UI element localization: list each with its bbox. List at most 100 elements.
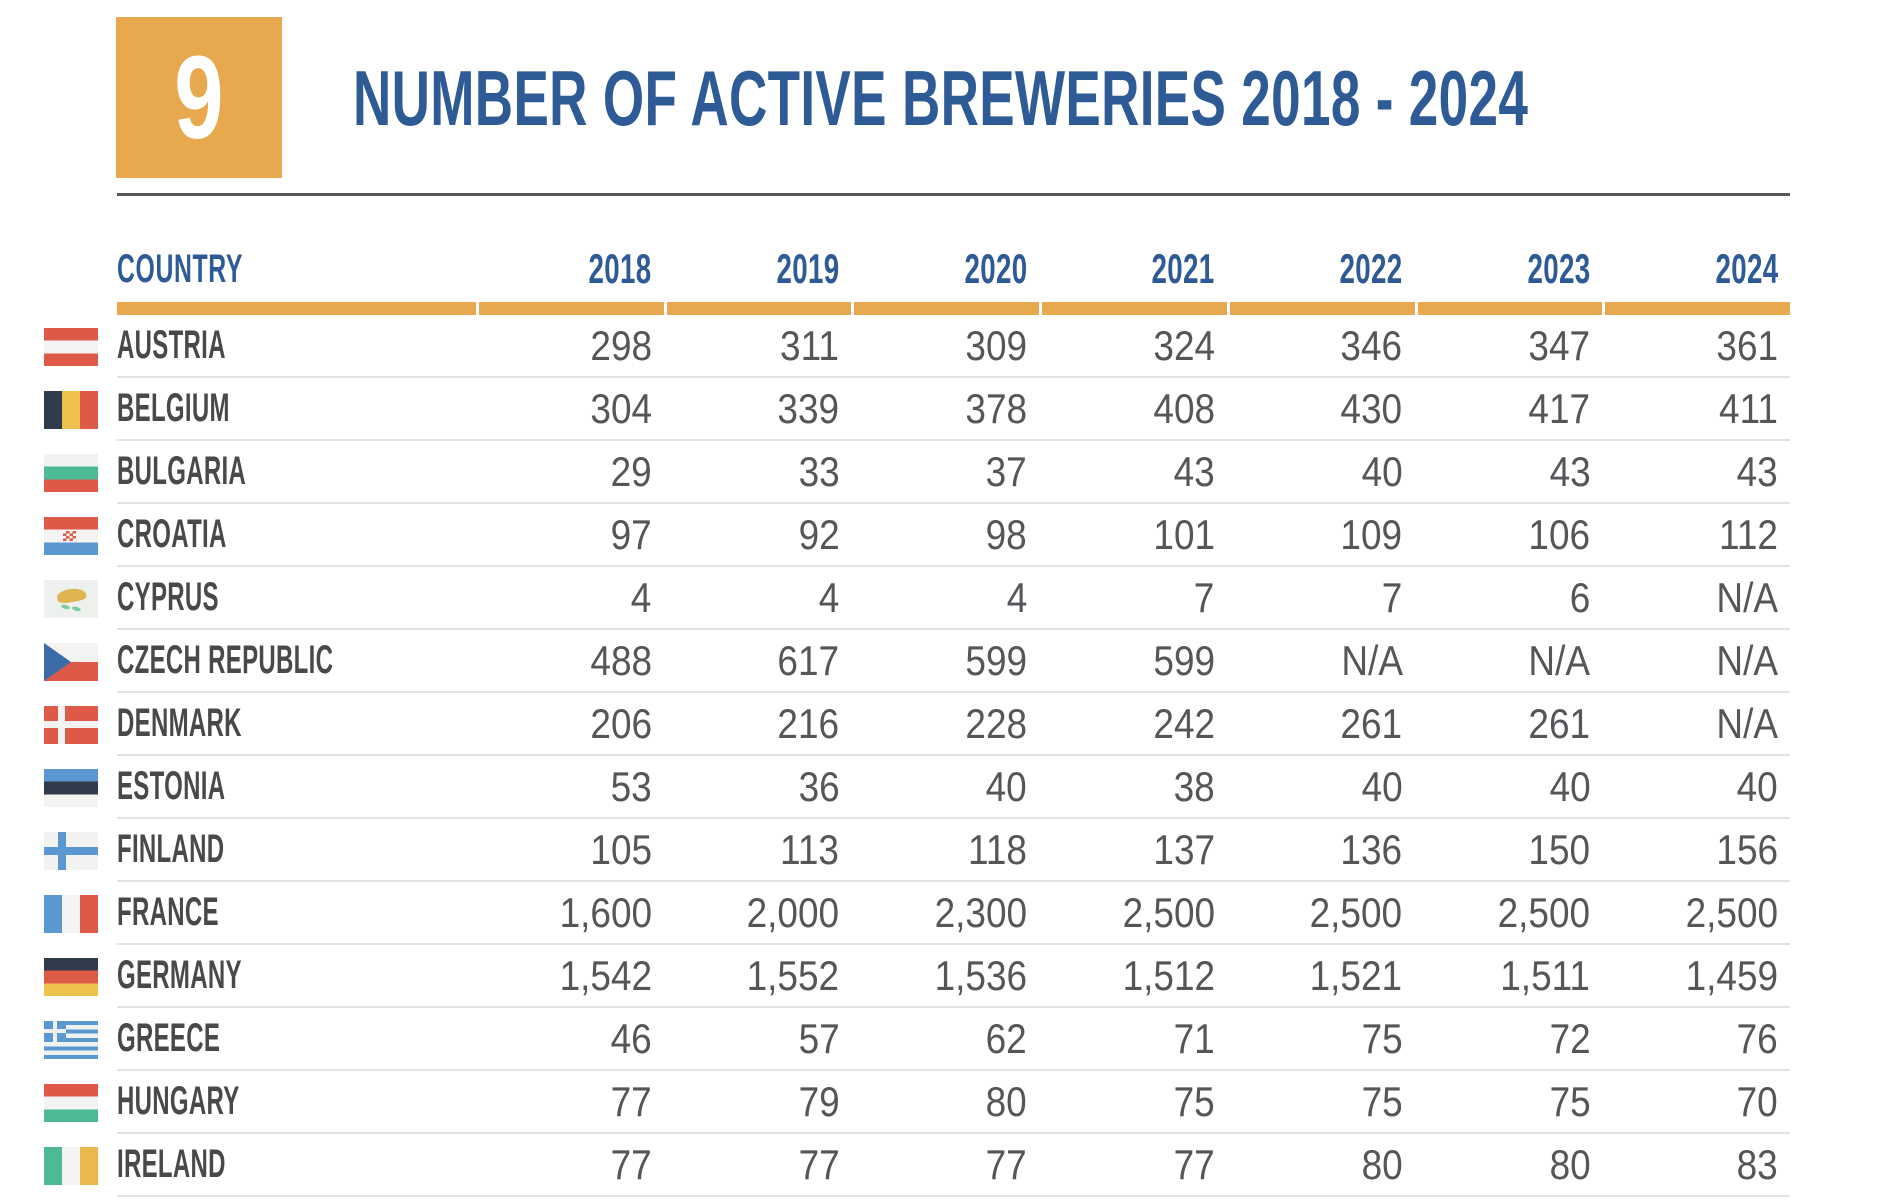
brewery-count: 40 (986, 762, 1028, 810)
underline-flag-spacer (44, 302, 117, 315)
brewery-count: 109 (1340, 510, 1403, 558)
brewery-count: 216 (777, 699, 840, 747)
brewery-count: 228 (965, 699, 1028, 747)
underline-segment (117, 302, 476, 315)
value-cell: 242 (1039, 693, 1227, 756)
croatia-flag-icon (44, 516, 98, 555)
brewery-count: 92 (798, 510, 840, 558)
value-cell: 77 (1039, 1134, 1227, 1197)
brewery-count: 33 (798, 447, 840, 495)
brewery-count: 38 (1173, 762, 1215, 810)
value-cell: 43 (1414, 441, 1603, 504)
germany-flag-icon (44, 957, 98, 996)
brewery-count: 80 (986, 1077, 1028, 1125)
value-cell: 361 (1602, 315, 1790, 378)
table-row: IRELAND 77 77 77 77 80 80 83 (44, 1134, 1790, 1197)
value-cell: 40 (851, 756, 1040, 819)
brewery-count: 118 (968, 825, 1028, 873)
underline-segment (1602, 302, 1790, 315)
value-cell: 378 (851, 378, 1040, 441)
brewery-count: 97 (610, 510, 652, 558)
year-header-label: 2019 (776, 245, 840, 292)
country-name: FINLAND (117, 827, 225, 871)
country-name: DENMARK (117, 701, 242, 745)
brewery-count: 346 (1340, 321, 1403, 369)
brewery-count: 136 (1340, 825, 1403, 873)
value-cell: 80 (1226, 1134, 1415, 1197)
finland-flag-icon (44, 831, 98, 870)
table-row: CROATIA 97 92 98 101 109 106 112 (44, 504, 1790, 567)
country-name: IRELAND (117, 1142, 226, 1186)
figure-number-badge: 9 (116, 17, 282, 178)
value-cell: 106 (1414, 504, 1603, 567)
value-cell: 346 (1226, 315, 1415, 378)
brewery-count: 617 (777, 636, 840, 684)
cyprus-flag-icon (44, 579, 98, 618)
brewery-count: 36 (798, 762, 840, 810)
value-cell: 2,000 (663, 882, 852, 945)
brewery-count: 40 (1549, 762, 1591, 810)
value-cell: 79 (663, 1071, 852, 1134)
table-row: GREECE 46 57 62 71 75 72 76 (44, 1008, 1790, 1071)
value-cell: 324 (1039, 315, 1227, 378)
brewery-count: 2,500 (1685, 888, 1778, 936)
brewery-count: 150 (1528, 825, 1591, 873)
brewery-count: 1,512 (1122, 951, 1215, 999)
ireland-flag-icon (44, 1146, 98, 1185)
brewery-count: N/A (1716, 573, 1778, 621)
value-cell: 92 (663, 504, 852, 567)
brewery-count: 2,300 (934, 888, 1028, 936)
value-cell: 77 (663, 1134, 852, 1197)
value-cell: 40 (1414, 756, 1603, 819)
value-cell: 53 (476, 756, 664, 819)
table-header-row: COUNTRY 2018 2019 2020 2021 2022 2023 2024 (44, 236, 1790, 302)
year-header-label: 2024 (1714, 245, 1778, 292)
value-cell: 137 (1039, 819, 1227, 882)
value-cell: 43 (1039, 441, 1227, 504)
brewery-count: 53 (610, 762, 652, 810)
brewery-count: 304 (590, 384, 652, 432)
brewery-count: 77 (1173, 1140, 1215, 1188)
table-row: ESTONIA 53 36 40 38 40 40 40 (44, 756, 1790, 819)
country-name: FRANCE (117, 890, 219, 934)
austria-flag-icon (44, 327, 98, 366)
value-cell: 40 (1226, 441, 1415, 504)
underline-segment (663, 302, 852, 315)
czech-republic-flag-icon (44, 642, 98, 681)
brewery-count: 4 (818, 573, 840, 621)
brewery-count: 378 (965, 384, 1028, 432)
table-row: DENMARK 206 216 228 242 261 261 N/A (44, 693, 1790, 756)
value-cell: 2,500 (1039, 882, 1227, 945)
country-name: BELGIUM (117, 386, 230, 430)
brewery-count: 70 (1736, 1077, 1778, 1125)
value-cell: 46 (476, 1008, 664, 1071)
value-cell: 62 (851, 1008, 1040, 1071)
value-cell: 101 (1039, 504, 1227, 567)
country-name: CZECH REPUBLIC (117, 638, 334, 682)
underline-segment (851, 302, 1040, 315)
brewery-count: 4 (1006, 573, 1028, 621)
value-cell: 347 (1414, 315, 1603, 378)
brewery-count: 83 (1736, 1140, 1778, 1188)
value-cell: 1,459 (1602, 945, 1790, 1008)
breweries-table: COUNTRY 2018 2019 2020 2021 2022 2023 2024 AUS… (44, 236, 1790, 1197)
figure-number: 9 (174, 31, 224, 164)
underline-segment (1414, 302, 1603, 315)
brewery-count: 324 (1153, 321, 1215, 369)
value-cell: 1,511 (1414, 945, 1603, 1008)
value-cell: 1,521 (1226, 945, 1415, 1008)
greece-flag-icon (44, 1020, 98, 1059)
brewery-count: 4 (631, 573, 652, 621)
brewery-count: 6 (1569, 573, 1591, 621)
brewery-count: 1,552 (746, 951, 840, 999)
header-flag-spacer (44, 236, 117, 302)
brewery-count: N/A (1528, 636, 1591, 684)
brewery-count: 40 (1361, 762, 1403, 810)
value-cell: 76 (1602, 1008, 1790, 1071)
value-cell: 29 (476, 441, 664, 504)
bulgaria-flag-icon (44, 453, 98, 492)
value-cell: 98 (851, 504, 1040, 567)
brewery-count: 242 (1153, 699, 1215, 747)
brewery-count: 206 (590, 699, 652, 747)
value-cell: 298 (476, 315, 664, 378)
